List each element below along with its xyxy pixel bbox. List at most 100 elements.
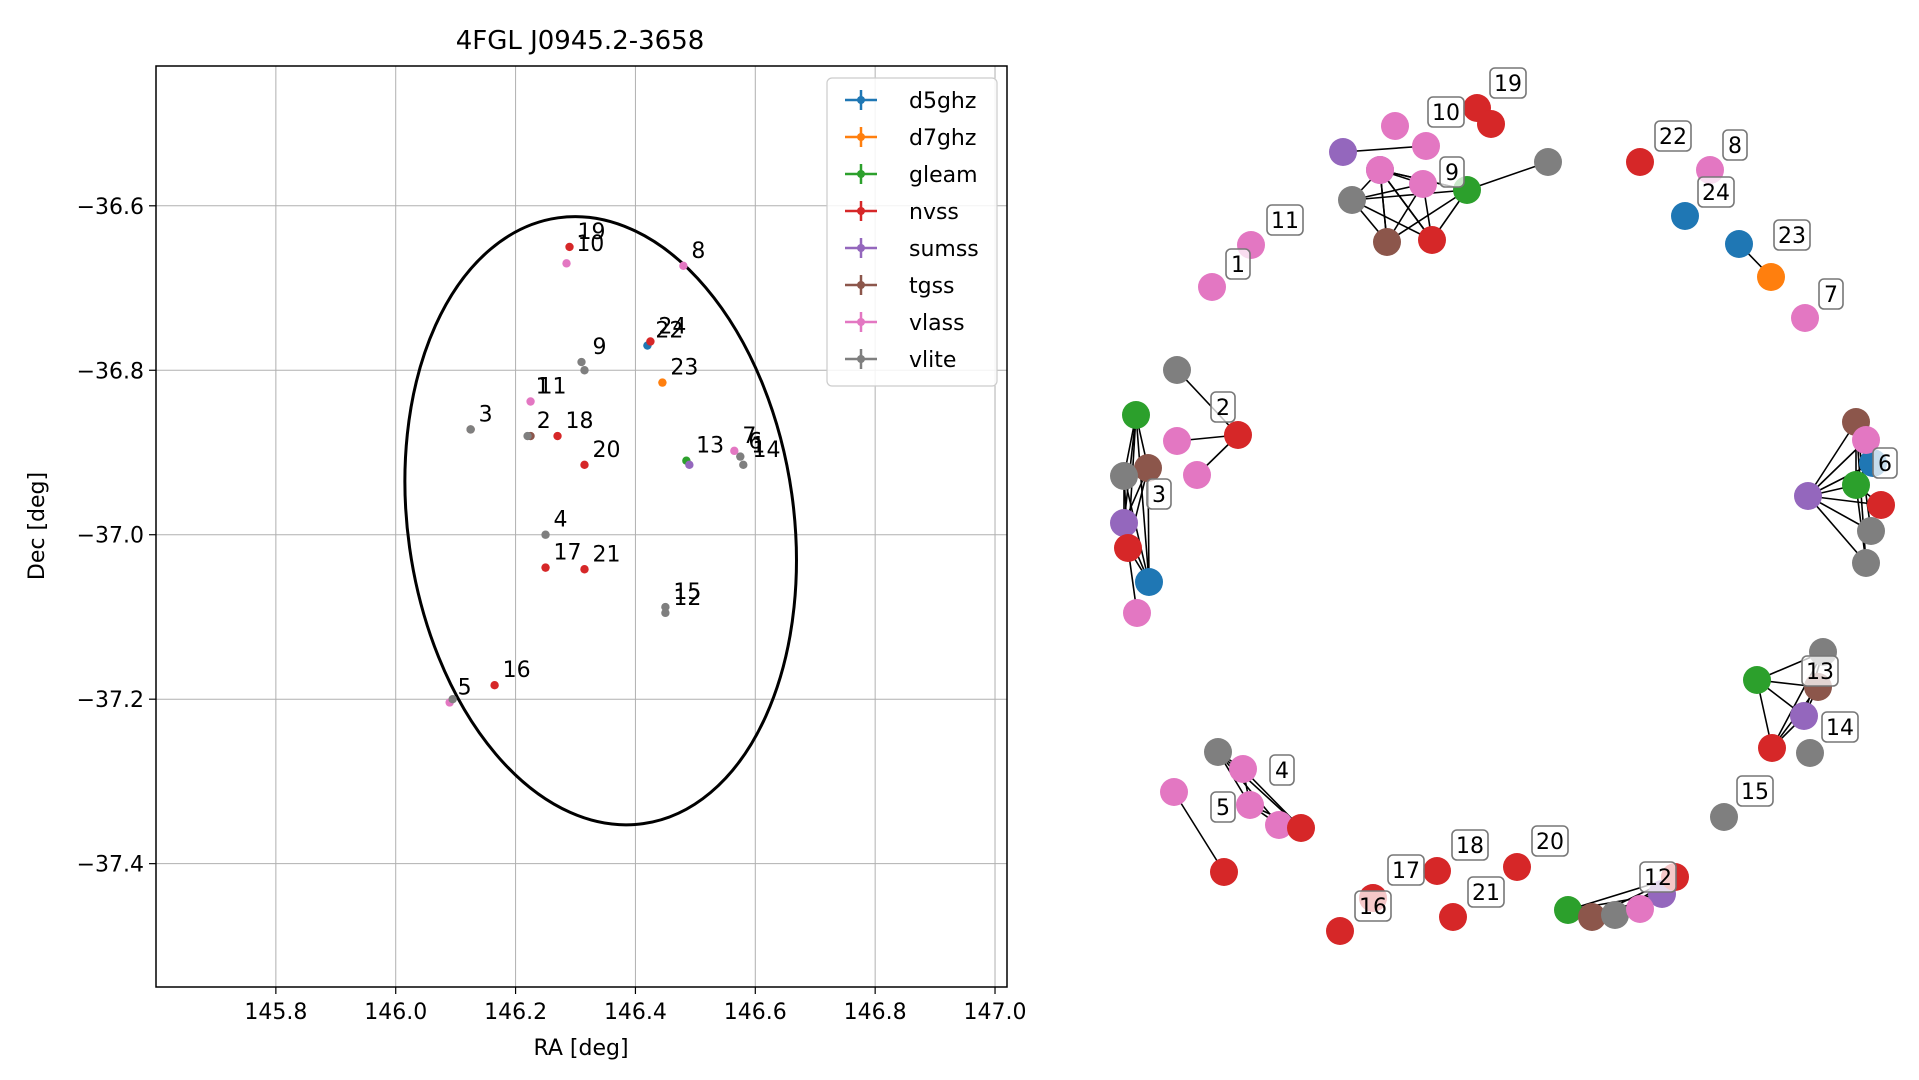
node-label: 7 xyxy=(1824,283,1838,308)
annotation-label: 20 xyxy=(592,438,620,463)
graph-node xyxy=(1418,226,1446,254)
x-tick-label: 146.6 xyxy=(724,1000,787,1025)
graph-node xyxy=(1338,186,1366,214)
point-vlass xyxy=(562,259,571,268)
legend-marker-dot xyxy=(857,207,865,215)
plot-frame xyxy=(155,65,1008,988)
y-tick-label: −37.4 xyxy=(77,853,144,878)
graph-node xyxy=(1791,304,1819,332)
graph-node xyxy=(1134,454,1162,482)
node-label: 18 xyxy=(1456,834,1484,859)
y-tick-label: −36.8 xyxy=(77,359,144,384)
chart-title: 4FGL J0945.2-3658 xyxy=(456,26,705,56)
point-nvss xyxy=(580,460,589,470)
graph-edge xyxy=(1386,189,1468,243)
graph-node xyxy=(1412,132,1440,160)
node-label: 15 xyxy=(1741,780,1769,805)
node-label: 23 xyxy=(1778,224,1806,249)
graph-node xyxy=(1423,857,1451,885)
node-label: 10 xyxy=(1432,101,1460,126)
graph-node xyxy=(1578,903,1606,931)
graph-node xyxy=(1710,803,1738,831)
node-label-box xyxy=(1467,876,1505,908)
node-label-box xyxy=(1269,754,1295,786)
graph-node xyxy=(1534,148,1562,176)
point-vlite xyxy=(541,530,550,539)
annotation-label: 18 xyxy=(566,409,594,434)
graph-edge xyxy=(1351,199,1433,241)
graph-node xyxy=(1409,170,1437,198)
legend-label: d7ghz xyxy=(909,126,976,151)
localization-ellipse xyxy=(403,215,798,827)
node-label: 2 xyxy=(1216,396,1230,421)
graph-node xyxy=(1554,896,1582,924)
graph-edge xyxy=(1173,791,1225,873)
annotation-label: 8 xyxy=(691,239,705,264)
point-d7ghz xyxy=(658,378,667,387)
graph-node xyxy=(1183,461,1211,489)
annotation-label: 16 xyxy=(503,658,531,683)
legend: d5ghz d7ghz gleam nvss sumss tgss vlass vlite xyxy=(826,77,998,387)
graph-node xyxy=(1110,462,1138,490)
node-label: 22 xyxy=(1659,125,1687,150)
y-axis-label: Dec [deg] xyxy=(25,472,50,580)
graph-node xyxy=(1867,491,1895,519)
node-label-box xyxy=(1773,219,1811,251)
graph-node xyxy=(1601,901,1629,929)
annotation-label: 6 xyxy=(748,430,762,455)
graph-edge xyxy=(1466,161,1549,191)
graph-node xyxy=(1671,202,1699,230)
node-label-box xyxy=(1210,391,1236,423)
annotation-label: 9 xyxy=(592,335,606,360)
node-label: 17 xyxy=(1392,859,1420,884)
legend-label: tgss xyxy=(909,274,955,299)
annotation-label: 13 xyxy=(696,434,724,459)
node-label: 8 xyxy=(1728,134,1742,159)
graph-node xyxy=(1329,138,1357,166)
node-label: 1 xyxy=(1231,253,1245,278)
legend-marker-dot xyxy=(857,170,865,178)
node-label-box xyxy=(1531,825,1569,857)
graph-node xyxy=(1794,482,1822,510)
node-label: 21 xyxy=(1472,881,1500,906)
graph-node xyxy=(1503,853,1531,881)
node-label: 4 xyxy=(1275,759,1289,784)
node-label-box xyxy=(1225,248,1251,280)
graph-edge xyxy=(1807,495,1867,564)
annotation-label: 14 xyxy=(753,438,781,463)
graph-node xyxy=(1265,811,1293,839)
graph-node xyxy=(1857,517,1885,545)
x-tick-label: 146.2 xyxy=(484,1000,547,1025)
node-label-box xyxy=(1427,96,1465,128)
node-label-box xyxy=(1639,861,1677,893)
graph-node xyxy=(1796,739,1824,767)
annotation-label: 12 xyxy=(673,586,701,611)
graph-node xyxy=(1224,421,1252,449)
graph-node xyxy=(1198,273,1226,301)
x-axis-ticks: 145.8 146.0 146.2 146.4 146.6 146.8 147.0 xyxy=(244,987,1027,1025)
legend-marker-dot xyxy=(857,244,865,252)
point-vlite xyxy=(661,608,670,618)
annotation-label: 17 xyxy=(554,541,582,566)
graph-node xyxy=(1725,230,1753,258)
graph-node xyxy=(1757,263,1785,291)
data-points xyxy=(445,242,748,707)
node-label: 13 xyxy=(1806,660,1834,685)
graph-node xyxy=(1381,112,1409,140)
graph-node xyxy=(1229,755,1257,783)
node-label-box xyxy=(1872,447,1898,479)
graph-node xyxy=(1236,791,1264,819)
point-vlite xyxy=(448,694,457,704)
node-label: 20 xyxy=(1536,830,1564,855)
y-axis-ticks: −36.6 −36.8 −37.0 −37.2 −37.4 xyxy=(77,195,156,878)
node-label: 14 xyxy=(1826,716,1854,741)
point-nvss xyxy=(646,337,655,346)
legend-box xyxy=(826,77,998,387)
annotation-label: 7 xyxy=(742,424,756,449)
annotation-label: 1 xyxy=(536,375,550,400)
annotation-label: 19 xyxy=(578,220,606,245)
point-nvss xyxy=(565,242,574,252)
node-label-box xyxy=(1439,156,1465,188)
